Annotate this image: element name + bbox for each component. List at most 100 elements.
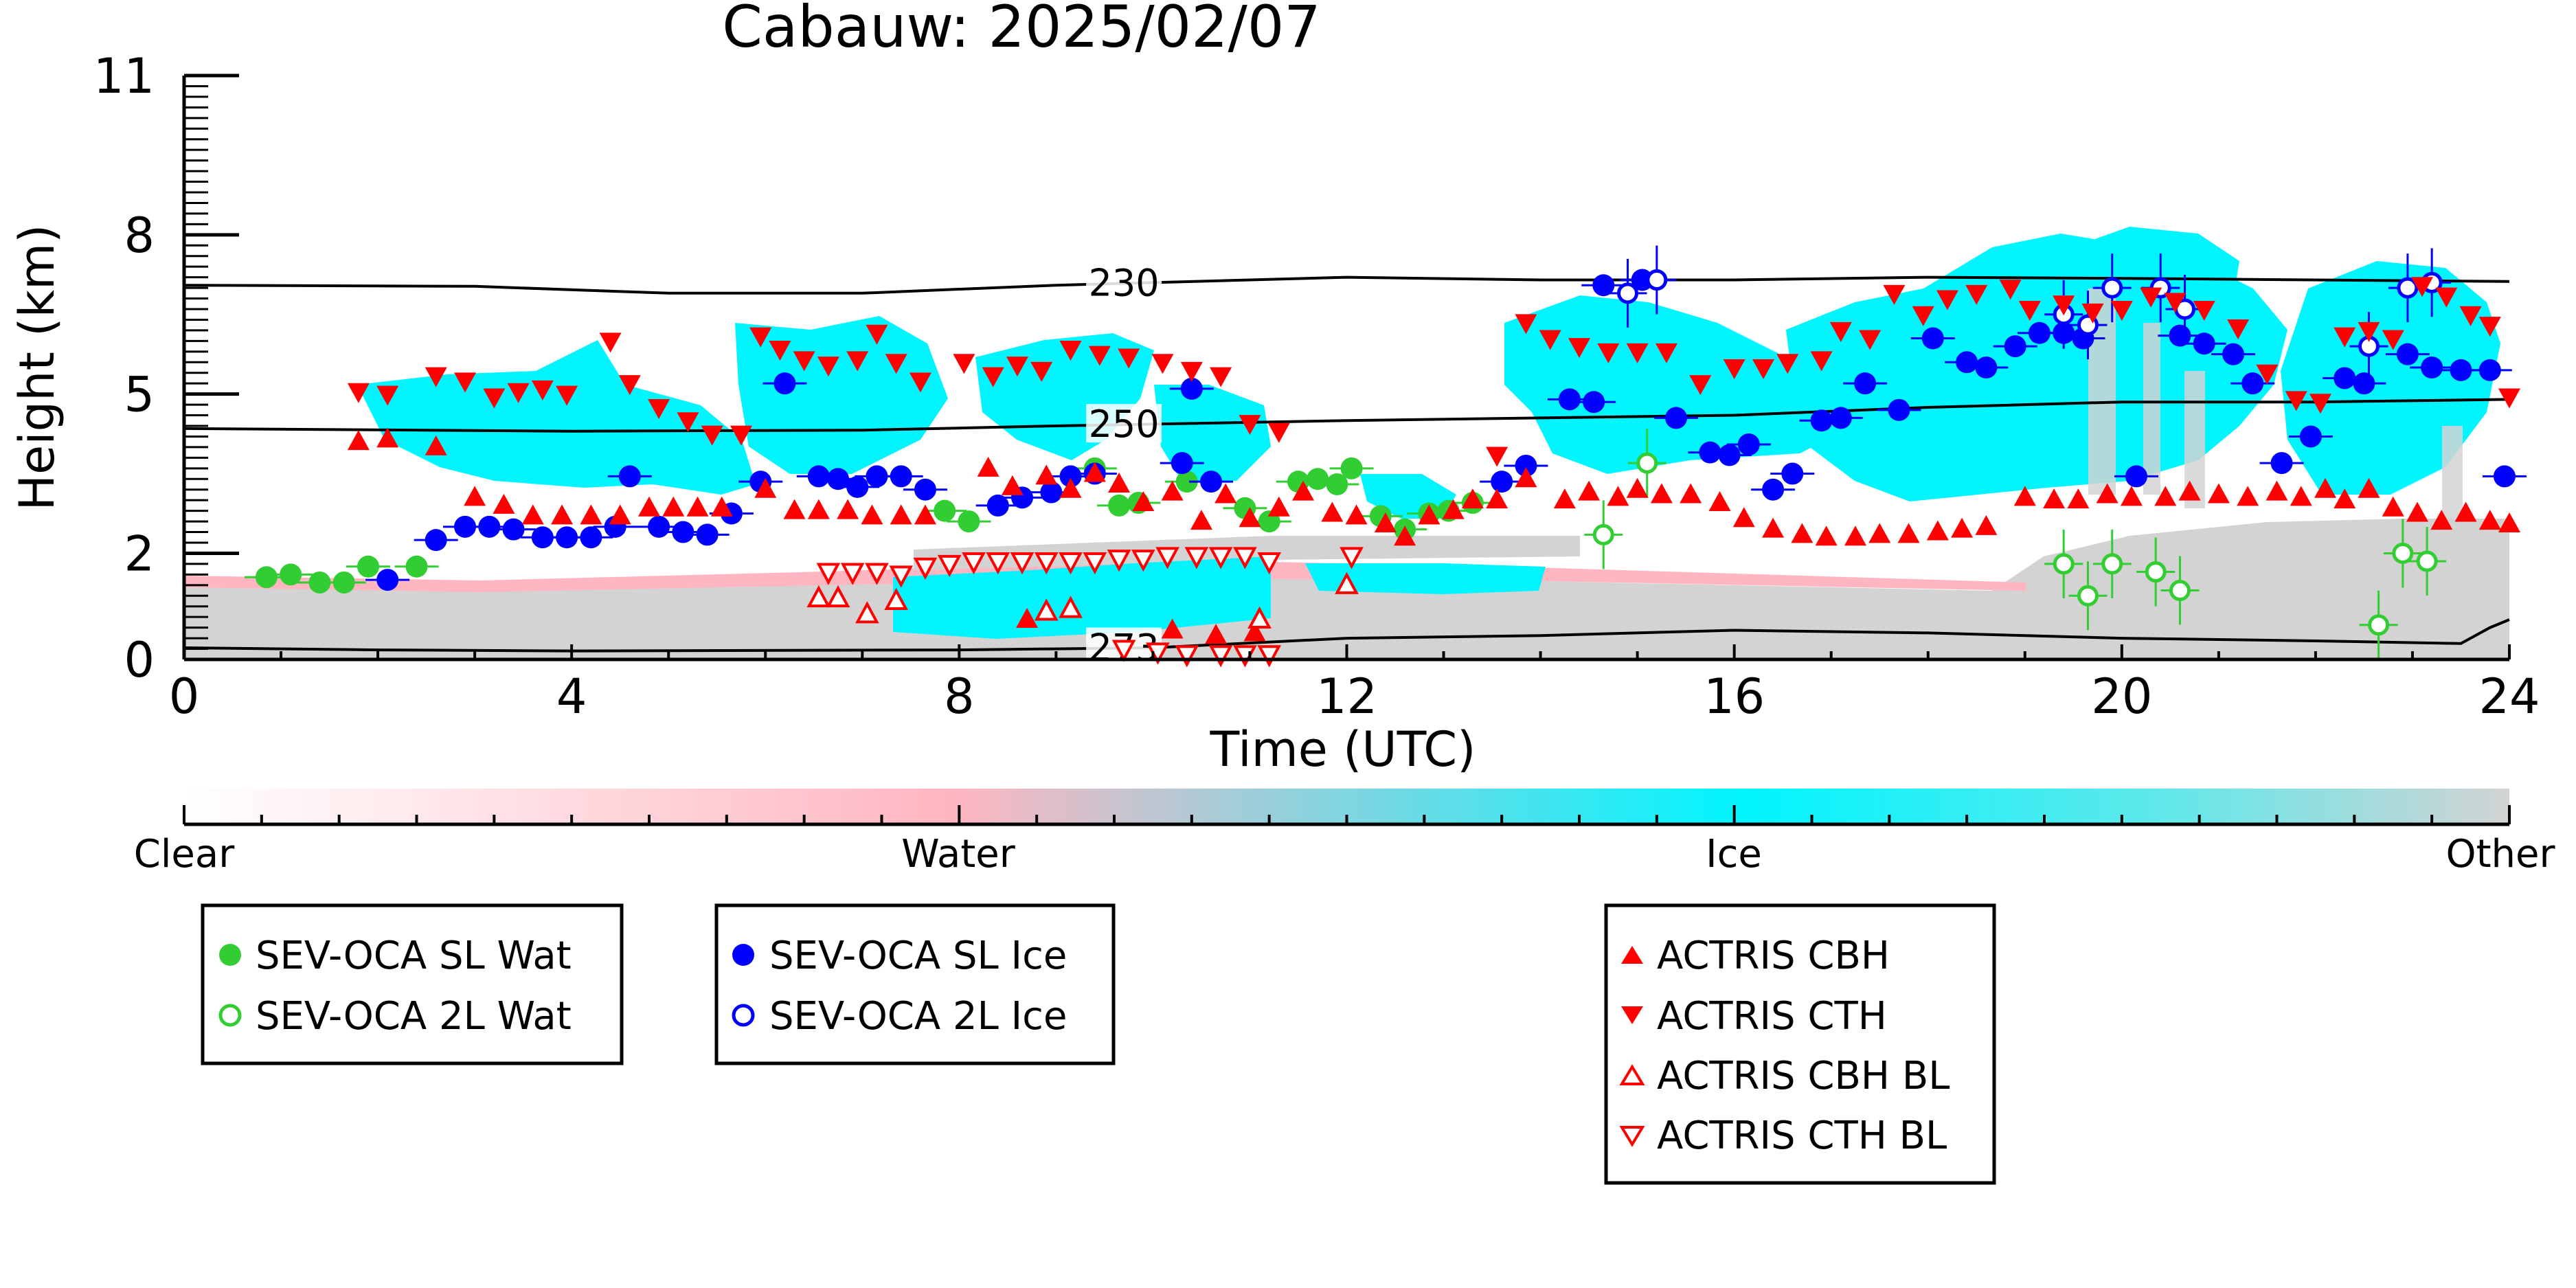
data-point: [1131, 550, 1155, 572]
data-point: [701, 425, 723, 446]
data-point: [2309, 394, 2331, 414]
data-point: [2270, 452, 2293, 475]
data-point: [618, 465, 641, 488]
data-point: [1059, 340, 1082, 361]
data-point: [1539, 330, 1561, 350]
data-point: [1200, 471, 1223, 493]
data-point: [1578, 480, 1601, 501]
data-point: [2314, 477, 2337, 498]
data-point: [2164, 293, 2187, 313]
data-point: [1515, 454, 1537, 477]
data-point: [1175, 471, 1198, 493]
data-point: [2358, 321, 2380, 342]
data-point: [1680, 483, 1702, 504]
data-point: [2498, 512, 2520, 532]
x-tick-label: 16: [1704, 668, 1765, 725]
data-point: [425, 529, 447, 552]
data-point: [347, 383, 370, 403]
data-point: [1108, 473, 1131, 493]
data-point: [1059, 465, 1082, 488]
data-point: [1190, 510, 1212, 530]
data-point: [1617, 282, 1639, 304]
data-point: [1155, 547, 1179, 569]
y-tick-label: 8: [124, 207, 155, 264]
data-point: [638, 496, 660, 517]
data-point: [710, 496, 733, 517]
data-point: [2101, 553, 2123, 575]
legend-label-2l-ice: SEV-OCA 2L Ice: [769, 994, 1067, 1039]
data-point: [2290, 486, 2312, 506]
data-point: [347, 430, 370, 451]
data-point: [1558, 388, 1581, 411]
data-point: [1951, 517, 1974, 538]
x-tick-label: 0: [169, 668, 200, 725]
y-ticks: 0 2 5 8 11: [93, 48, 239, 688]
data-point: [1030, 361, 1053, 382]
data-point: [890, 504, 912, 525]
data-point: [1374, 512, 1397, 532]
data-point: [2193, 332, 2215, 355]
data-point: [749, 327, 772, 348]
data-point: [953, 354, 975, 374]
data-point: [806, 585, 831, 608]
data-point: [1118, 348, 1140, 369]
data-point: [1335, 572, 1359, 594]
legend-box-actris: ACTRIS CBH ACTRIS CTH ACTRIS CBH BL ACTR…: [1604, 903, 1996, 1185]
data-point: [2256, 364, 2279, 385]
y-tick-label: 5: [124, 367, 155, 423]
data-point: [1257, 552, 1282, 575]
data-point: [1243, 621, 1266, 642]
data-point: [2454, 501, 2477, 522]
data-point: [827, 468, 850, 490]
data-point: [1214, 483, 1237, 504]
data-point: [769, 340, 791, 361]
data-point: [837, 499, 859, 519]
data-point: [376, 569, 399, 591]
legend-marker-sl-wat: [219, 944, 241, 966]
y-tick-label: 0: [124, 632, 155, 688]
y-tick-label: 11: [93, 48, 155, 104]
data-point: [1340, 547, 1364, 569]
data-point: [2334, 367, 2356, 389]
data-point: [2299, 425, 2322, 448]
colorbar: Clear Water Ice Other: [134, 789, 2555, 877]
data-point: [2353, 372, 2375, 395]
data-point: [1553, 488, 1576, 509]
data-point: [483, 388, 506, 409]
data-point: [1161, 480, 1184, 501]
data-point: [2004, 335, 2026, 358]
data-point: [816, 563, 841, 585]
series-2: [365, 269, 2527, 591]
data-point: [884, 587, 909, 610]
legend-label-cth: ACTRIS CTH: [1657, 994, 1887, 1039]
legend-marker-cth: [1621, 1006, 1643, 1024]
series-1: [1584, 429, 2447, 659]
data-point: [599, 332, 622, 353]
data-point: [861, 504, 883, 525]
data-point: [2110, 301, 2133, 321]
data-point: [2077, 585, 2099, 607]
data-point: [1781, 462, 1804, 485]
data-point: [454, 515, 477, 538]
data-point: [1010, 552, 1035, 575]
data-point: [982, 367, 1004, 387]
legend-marker-2l-ice: [732, 1004, 755, 1027]
data-point: [1626, 343, 1649, 363]
data-point: [2450, 359, 2472, 381]
data-point: [1829, 321, 1852, 342]
data-point: [1108, 494, 1131, 517]
x-ticks: 0 4 8 12 16 20 24: [169, 644, 2540, 725]
data-point: [730, 425, 752, 446]
legend-label-cbh-bl: ACTRIS CBH BL: [1657, 1054, 1950, 1098]
data-point: [1486, 488, 1509, 509]
data-point: [1175, 645, 1199, 668]
mixed-streaks: [2088, 289, 2463, 522]
data-point: [648, 515, 670, 538]
data-point: [1107, 550, 1131, 572]
data-point: [1718, 444, 1741, 466]
data-point: [1180, 377, 1203, 400]
data-point: [2382, 330, 2404, 350]
data-point: [846, 475, 869, 498]
data-point: [855, 601, 879, 624]
data-point: [507, 383, 530, 403]
